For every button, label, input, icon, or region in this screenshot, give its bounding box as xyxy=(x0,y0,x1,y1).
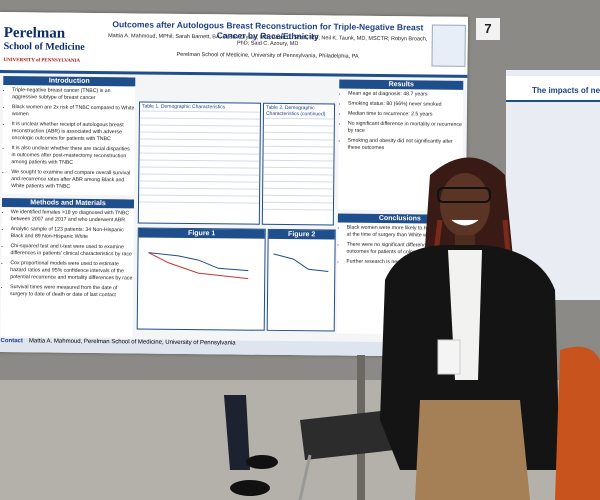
chair-leg xyxy=(298,454,312,500)
glasses xyxy=(437,187,491,203)
curve xyxy=(148,252,249,280)
figure: Figure 1 xyxy=(136,227,266,331)
neighbor-title: The impacts of neoadjuv xyxy=(532,86,600,95)
curve xyxy=(148,252,249,272)
jacket-orange xyxy=(555,346,600,500)
shoe xyxy=(230,480,270,496)
shoe xyxy=(246,455,278,469)
km-curve xyxy=(148,252,249,280)
smile xyxy=(451,219,479,226)
figure: Figure 2 xyxy=(266,228,336,332)
neighbor-header xyxy=(506,76,600,102)
badge xyxy=(437,339,461,375)
trousers xyxy=(415,400,530,500)
km-curve xyxy=(273,253,329,272)
chair xyxy=(300,410,395,460)
poster: Perelman School of Medicine UNIVERSITY of … xyxy=(0,12,468,357)
person-legs xyxy=(224,395,250,470)
curve xyxy=(273,253,329,272)
face xyxy=(440,173,490,237)
booth-number: 7 xyxy=(476,18,500,40)
